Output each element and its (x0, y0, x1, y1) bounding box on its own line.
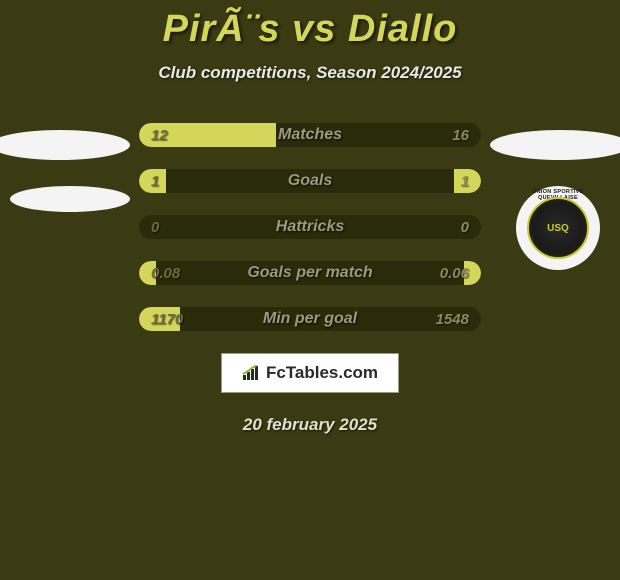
page-subtitle: Club competitions, Season 2024/2025 (0, 63, 620, 83)
stat-value-right: 1 (461, 173, 469, 190)
stat-label: Goals per match (247, 264, 372, 282)
stat-row-gpm: 0.08 Goals per match 0.06 (139, 261, 481, 285)
stats-table: 12 Matches 16 1 Goals 1 0 Hattricks 0 0.… (139, 123, 481, 331)
stat-row-hattricks: 0 Hattricks 0 (139, 215, 481, 239)
logo-label: FcTables.com (266, 363, 378, 383)
footer-date: 20 february 2025 (0, 415, 620, 435)
fctables-logo-text: FcTables.com (242, 363, 378, 383)
stat-row-mpg: 1170 Min per goal 1548 (139, 307, 481, 331)
player-left-ellipse-2 (10, 186, 130, 212)
page-title: PirÃ¨s vs Diallo (0, 8, 620, 51)
stat-label: Matches (278, 126, 342, 144)
stat-value-left: 0.08 (151, 265, 180, 282)
stat-value-right: 1548 (436, 311, 469, 328)
stat-value-left: 12 (151, 127, 168, 144)
stat-value-left: 1170 (151, 311, 183, 328)
player-left-ellipse-1 (0, 130, 130, 160)
stat-label: Hattricks (276, 218, 344, 236)
stat-value-left: 1 (151, 173, 159, 190)
bar-chart-icon (242, 365, 262, 381)
stat-label: Goals (288, 172, 332, 190)
badge-center-text: USQ (547, 223, 569, 234)
club-badge-right: UNION SPORTIVE QUEVILLAISE USQ (516, 186, 600, 270)
stat-label: Min per goal (263, 310, 357, 328)
stat-value-right: 16 (452, 127, 469, 144)
stat-row-goals: 1 Goals 1 (139, 169, 481, 193)
badge-inner: USQ (527, 197, 589, 259)
stat-row-matches: 12 Matches 16 (139, 123, 481, 147)
fctables-logo[interactable]: FcTables.com (221, 353, 399, 393)
stat-value-right: 0.06 (440, 265, 469, 282)
player-right-ellipse-1 (490, 130, 620, 160)
stat-value-right: 0 (461, 219, 469, 236)
stat-value-left: 0 (151, 219, 159, 236)
